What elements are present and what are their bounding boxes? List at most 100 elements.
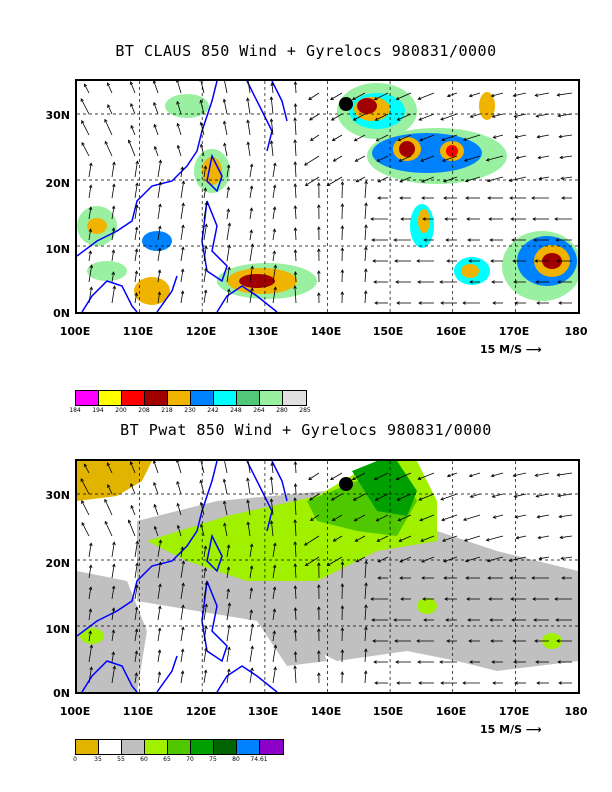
wind-vector [561, 176, 573, 179]
wind-vector-head [514, 515, 519, 519]
wind-vector-head [377, 179, 382, 183]
wind-vector [355, 535, 366, 542]
colorbar-tick-label: 70 [186, 756, 194, 763]
colorbar-swatch [260, 391, 283, 405]
wind-vector-head [293, 461, 298, 465]
colorbar-swatch [145, 740, 168, 754]
wind-vector [516, 155, 527, 159]
wind-vector [111, 250, 115, 262]
wind-vector-head [181, 224, 185, 229]
wind-vector [154, 124, 159, 136]
wind-vector-head [397, 518, 402, 522]
wind-vector [397, 493, 412, 501]
panel2-gyre-marker [339, 477, 353, 491]
wind-vector-head [88, 586, 93, 591]
wind-vector-head [89, 286, 93, 291]
wind-vector-head [443, 179, 447, 183]
wind-vector [376, 514, 389, 522]
colorbar-tick-label: 242 [207, 407, 219, 414]
wind-vector [294, 81, 297, 94]
wind-vector [111, 228, 115, 241]
wind-vector [443, 556, 458, 562]
wind-vector [492, 493, 504, 498]
wind-vector-head [512, 473, 517, 478]
wind-vector [420, 535, 435, 542]
wind-vector-head [293, 183, 298, 187]
wind-vector [270, 477, 274, 495]
wind-vector [418, 493, 435, 501]
wind-vector-head [537, 155, 542, 160]
panel2-lat-label: 20N [45, 557, 70, 570]
wind-vector [134, 651, 138, 663]
wind-vector-head [317, 606, 321, 610]
wind-vector-head [158, 583, 162, 588]
wind-vector [111, 542, 115, 558]
wind-vector [111, 206, 115, 220]
wind-vector-head [355, 178, 360, 183]
wind-vector [130, 483, 136, 495]
wind-vector-head [419, 137, 424, 142]
wind-vector [487, 176, 504, 182]
wind-vector-head [153, 123, 157, 128]
panel1-lon-label: 120E [185, 325, 217, 338]
wind-vector-head [246, 477, 250, 482]
wind-vector [134, 205, 138, 220]
wind-vector [305, 556, 320, 566]
wind-vector [203, 568, 206, 579]
wind-vector [341, 181, 343, 199]
wind-vector-head [246, 97, 250, 102]
wind-vector-head [556, 639, 560, 643]
wind-vector [177, 145, 182, 157]
wind-vector-head [372, 259, 376, 263]
wind-vector-head [396, 681, 400, 685]
wind-vector [294, 161, 297, 178]
wind-vector-head [393, 238, 397, 242]
wind-vector [226, 209, 229, 220]
wind-vector [377, 556, 389, 563]
wind-vector-head [560, 556, 565, 560]
wind-vector [157, 650, 161, 663]
wind-vector [249, 244, 254, 262]
wind-vector [294, 227, 297, 241]
colorbar-tick-label: 264 [253, 407, 265, 414]
wind-vector [107, 104, 113, 115]
wind-vector [153, 81, 159, 94]
wind-vector [224, 523, 228, 537]
wind-vector-head [535, 114, 540, 118]
wind-vector [364, 290, 367, 304]
wind-vector-head [554, 597, 558, 601]
wind-vector-head [515, 155, 520, 160]
wind-vector [509, 556, 527, 562]
wind-vector [177, 123, 182, 136]
wind-vector [558, 113, 573, 117]
wind-vector-head [464, 179, 469, 183]
wind-vector [226, 603, 231, 621]
wind-vector [441, 134, 458, 141]
wind-vector [223, 501, 228, 516]
colorbar-swatch [168, 391, 191, 405]
colorbar-swatch [214, 391, 237, 405]
wind-vector-head [418, 497, 423, 501]
wind-vector [134, 183, 138, 199]
wind-vector [356, 176, 366, 183]
wind-vector-head [111, 585, 116, 590]
wind-vector-head [418, 681, 422, 685]
wind-vector-head [364, 224, 368, 228]
colorbar-tick-label: 280 [276, 407, 288, 414]
wind-vector [353, 113, 366, 121]
wind-vector-head [330, 497, 335, 501]
wind-vector [537, 514, 550, 518]
wind-vector [376, 134, 389, 142]
wind-vector [88, 631, 91, 642]
wind-vector-head [308, 497, 313, 501]
wind-vector-head [399, 576, 403, 580]
wind-vector [134, 293, 137, 304]
wind-vector-head [88, 228, 93, 233]
wind-vector-head [326, 182, 331, 187]
wind-vector-head [374, 117, 379, 121]
wind-vector [465, 556, 481, 562]
wind-vector-head [561, 196, 565, 200]
wind-vector-head [308, 117, 313, 121]
colorbar-tick-label: 0 [73, 756, 77, 763]
wind-vector-head [394, 639, 398, 643]
